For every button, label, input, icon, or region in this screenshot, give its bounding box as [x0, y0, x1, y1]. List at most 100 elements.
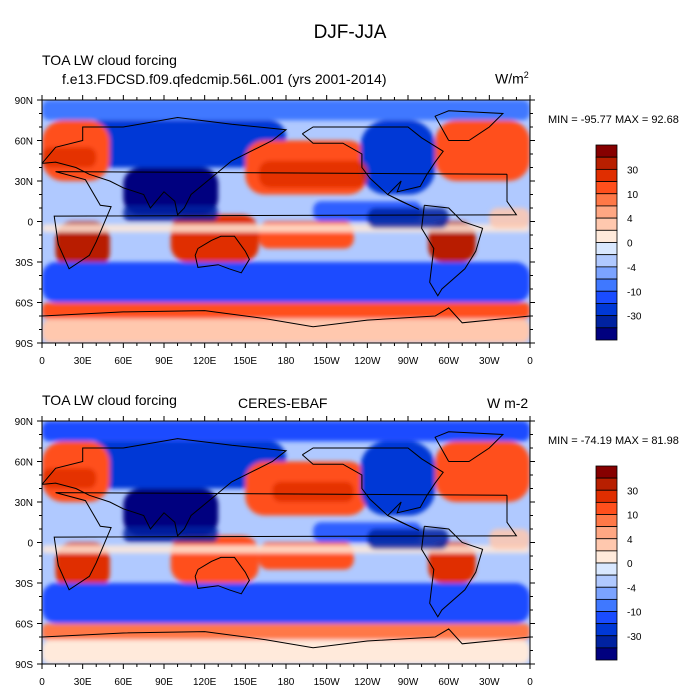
colorbar-box	[595, 465, 618, 479]
x-tick-label: 30W	[479, 677, 500, 688]
field-region-arctic-ocean-high-latitudes	[42, 421, 530, 442]
colorbar-box	[595, 254, 618, 268]
colorbar-box	[595, 181, 618, 195]
coastline	[434, 431, 505, 462]
x-tick-label: 150E	[234, 677, 258, 688]
panel1-center-title: f.e13.FDCSD.f09.qfedcmip.56L.001 (yrs 20…	[62, 71, 387, 87]
colorbar-label: -4	[627, 263, 636, 274]
colorbar-label: 30	[627, 165, 639, 176]
x-tick-label: 150W	[314, 356, 341, 367]
y-tick-label: 90N	[15, 96, 33, 107]
field-band	[123, 526, 219, 543]
colorbar-label: -10	[627, 608, 642, 619]
main-title: DJF-JJA	[313, 22, 387, 43]
colorbar-label: -10	[627, 287, 642, 298]
field-region-tibet-south-asia	[123, 167, 219, 215]
map-field-panel2	[42, 421, 530, 664]
colorbar-box	[595, 489, 618, 503]
field-region-north-america	[360, 441, 436, 516]
field-region-southern-ocean	[42, 262, 530, 303]
colorbar-box	[595, 242, 618, 256]
colorbar-box	[595, 526, 618, 540]
x-tick-label: 60E	[114, 677, 132, 688]
colorbar-box	[595, 611, 618, 625]
colorbar-label: 0	[627, 239, 633, 250]
field-band	[489, 529, 530, 550]
x-tick-label: 30E	[74, 677, 92, 688]
colorbar-box	[595, 168, 618, 182]
field-band	[367, 529, 449, 550]
x-tick-label: 120E	[193, 677, 217, 688]
colorbar-box	[595, 586, 618, 600]
x-tick-label: 0	[39, 356, 45, 367]
x-tick-label: 180	[278, 356, 295, 367]
panel1-units: W/m2	[495, 70, 529, 87]
colorbar-box	[595, 514, 618, 528]
field-band	[489, 208, 530, 229]
x-tick-label: 90E	[155, 356, 173, 367]
colorbar-box	[595, 303, 618, 317]
coastline	[434, 110, 505, 141]
colorbar-box	[595, 574, 618, 588]
field-band	[367, 208, 449, 229]
x-tick-label: 150W	[314, 677, 341, 688]
colorbar-label: 30	[627, 486, 639, 497]
colorbar-label: -4	[627, 583, 636, 594]
x-tick-label: 120W	[354, 677, 381, 688]
y-tick-label: 60N	[15, 137, 33, 148]
panel1-left-title: TOA LW cloud forcing	[42, 52, 177, 68]
colorbar-box	[595, 647, 618, 661]
y-tick-label: 60S	[15, 299, 33, 310]
field-region-southern-ocean	[42, 583, 530, 624]
y-tick-label: 0	[27, 539, 33, 550]
coastline	[53, 171, 518, 270]
y-tick-label: 30N	[15, 498, 33, 509]
colorbar-panel1: 30 10 4 0 -4 -10 -30	[595, 144, 642, 341]
panel2-center-title: CERES-EBAF	[238, 395, 328, 411]
x-tick-label: 180	[278, 677, 295, 688]
field-region-north-atlantic-europe-positive-	[435, 120, 530, 181]
colorbar-box	[595, 144, 618, 158]
colorbar-box	[595, 290, 618, 304]
colorbar-box	[595, 501, 618, 515]
y-tick-label: 60S	[15, 620, 33, 631]
y-tick-label: 30N	[15, 177, 33, 188]
colorbar-box	[595, 193, 618, 207]
y-tick-label: 30S	[15, 579, 33, 590]
x-tick-label: 90E	[155, 677, 173, 688]
field-band	[42, 545, 530, 554]
x-tick-label: 60W	[438, 356, 459, 367]
y-tick-label: 90S	[15, 339, 33, 350]
colorbar-box	[595, 278, 618, 292]
x-tick-label: 30W	[479, 356, 500, 367]
x-tick-label: 90W	[398, 677, 419, 688]
field-region-maritime-continent-australia	[170, 535, 259, 583]
y-tick-label: 90S	[15, 660, 33, 671]
coastline	[194, 235, 250, 274]
panel1-units-sup: 2	[523, 70, 529, 80]
field-region-tibet-south-asia	[123, 488, 219, 536]
colorbar-box	[595, 550, 618, 564]
coastline	[421, 525, 484, 618]
field-band	[272, 481, 354, 502]
field-region-southern-africa	[55, 542, 110, 590]
x-tick-label: 90W	[398, 356, 419, 367]
colorbar-label: 0	[627, 559, 633, 570]
y-tick-label: 30S	[15, 258, 33, 269]
field-band	[42, 468, 97, 489]
field-region-antarctic-margin	[42, 623, 530, 640]
colorbar-box	[595, 156, 618, 170]
colorbar-box	[595, 217, 618, 231]
colorbar-label: -30	[627, 632, 642, 643]
field-region-north-america	[360, 120, 436, 195]
field-band	[123, 205, 219, 222]
colorbar-label: 10	[627, 190, 639, 201]
x-tick-label: 0	[39, 677, 45, 688]
y-tick-label: 0	[27, 218, 33, 229]
field-band	[258, 160, 368, 188]
coastline	[42, 438, 288, 537]
colorbar-box	[595, 229, 618, 243]
coastline	[42, 116, 288, 216]
panel1-min-max: MIN = -95.77 MAX = 92.68	[548, 114, 679, 126]
